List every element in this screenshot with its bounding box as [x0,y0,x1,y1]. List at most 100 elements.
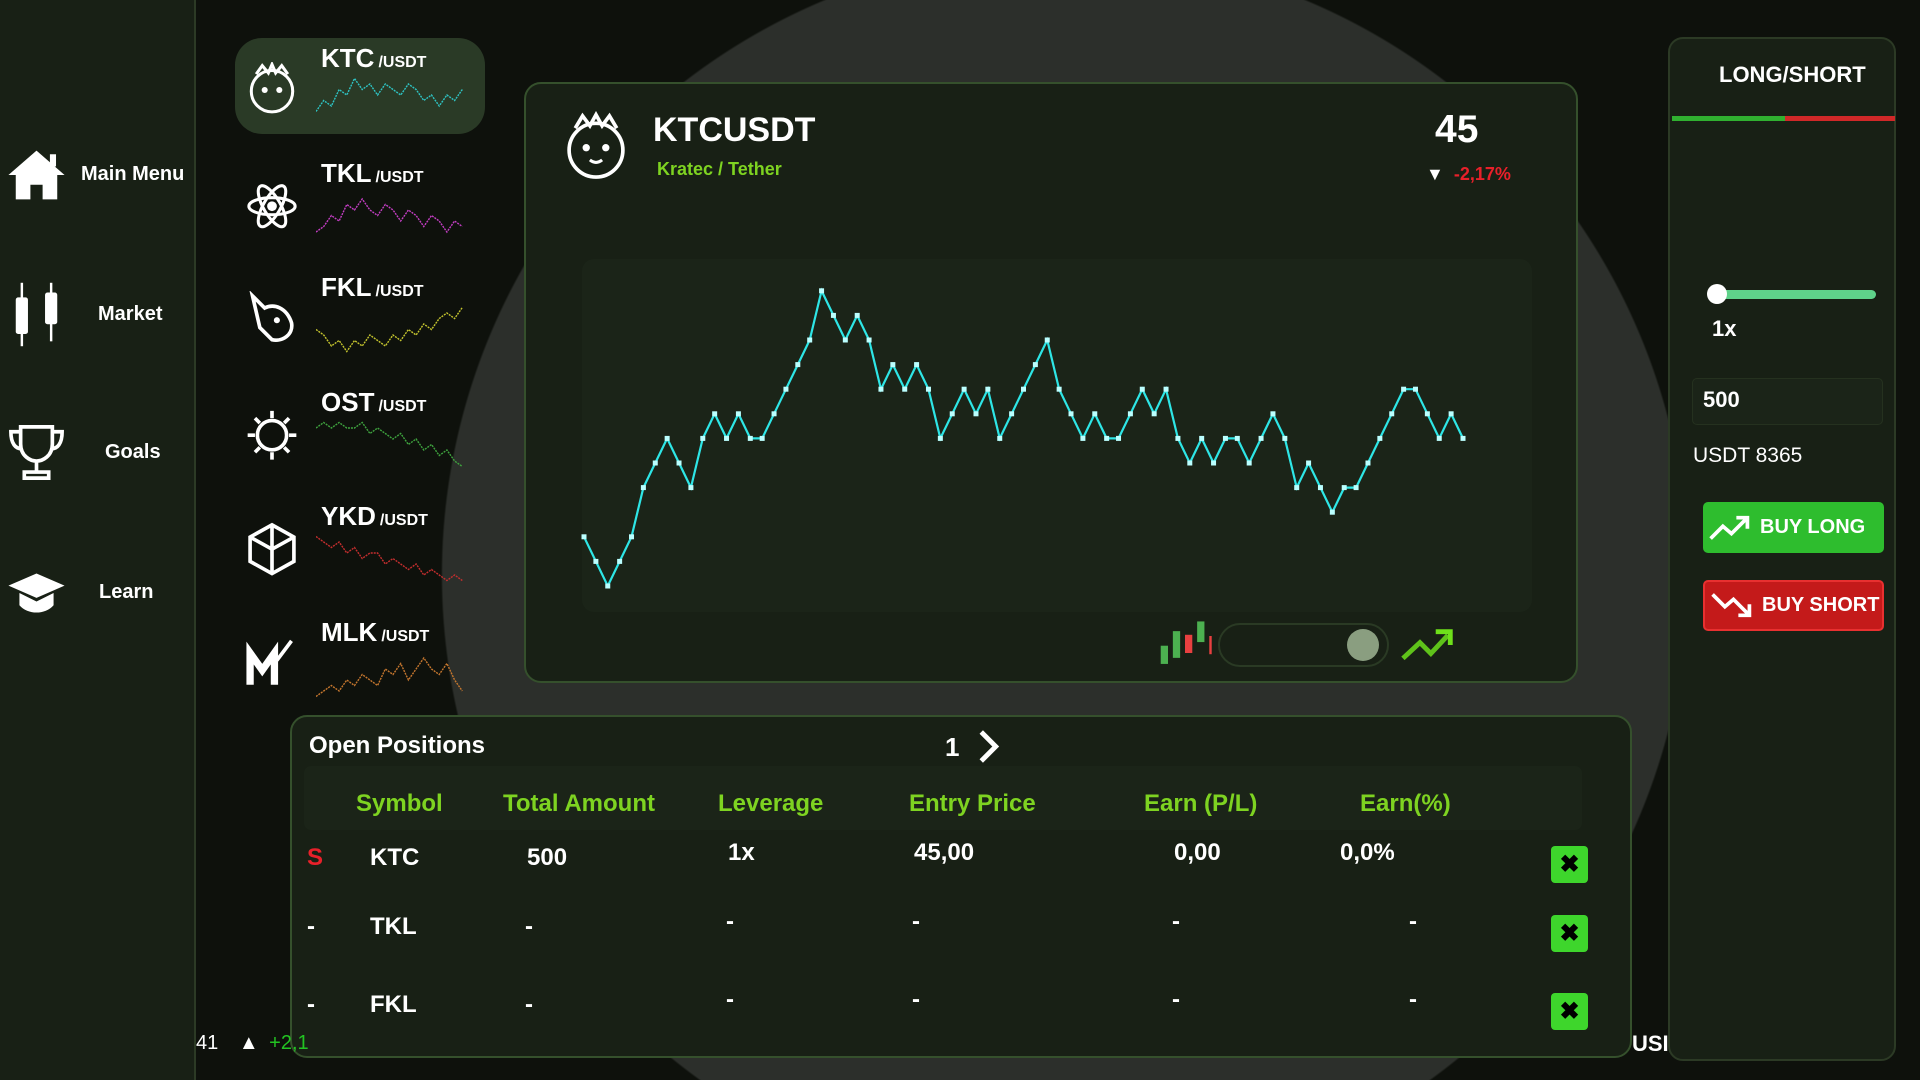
data-point [1401,386,1407,392]
mlk-logo-icon [246,639,293,685]
coin-item-fkl[interactable]: FKL/USDT [235,267,485,363]
data-point [771,411,777,417]
coin-quote: /USDT [378,398,427,415]
data-point [1222,435,1228,441]
price-line [583,287,1464,589]
cell-entry: - [912,908,920,935]
line-mode-icon[interactable] [1399,628,1453,662]
data-point [1068,411,1074,417]
coin-symbol-text: FKL [321,272,372,302]
data-point [1080,435,1086,441]
data-point [676,460,682,466]
data-point [605,583,611,589]
data-point [1175,435,1181,441]
coin-quote: /USDT [379,512,428,529]
cell-pl: - [1172,908,1180,935]
pair-title: KTCUSDT [653,111,816,149]
cell-leverage: - [726,908,734,935]
data-point [1448,411,1454,417]
data-point [640,485,646,491]
cell-amount: - [525,913,533,940]
data-point [961,386,967,392]
close-position-button[interactable]: ✖ [1551,915,1588,952]
column-header: Earn (P/L) [1144,790,1258,817]
data-point [1151,411,1157,417]
order-panel: LONG/SHORT 1x 500 USDT 8365 BUY LONG BUY… [1668,37,1896,1061]
data-point [985,386,991,392]
fkl-logo-icon [249,291,294,342]
leverage-slider[interactable] [1714,290,1876,299]
candlestick-icon [15,282,58,347]
home-icon [8,150,65,199]
data-point [1187,460,1193,466]
coin-symbol-text: KTC [321,43,375,73]
sparkline [316,535,463,582]
price-chart-panel: KTCUSDT Kratec / Tether 45 ▼ -2,17% [524,82,1578,683]
data-point [1127,411,1133,417]
cell-symbol: KTC [370,844,420,871]
coin-item-ykd[interactable]: YKD/USDT [235,496,485,592]
table-header [304,766,1582,830]
chart-area [582,259,1532,612]
sidebar-item-label: Main Menu [81,163,185,185]
sidebar-item-market[interactable]: Market [0,278,196,351]
data-point [1246,460,1252,466]
data-point [1116,435,1122,441]
data-point [1460,435,1466,441]
data-point [819,288,825,294]
close-position-button[interactable]: ✖ [1551,993,1588,1030]
coin-item-tkl[interactable]: TKL/USDT [235,153,485,249]
amount-input[interactable]: 500 [1692,378,1883,425]
data-point [747,435,753,441]
price-change: -2,17% [1453,164,1511,184]
coin-item-mlk[interactable]: MLK/USDT [235,612,485,708]
data-point [937,435,943,441]
data-point [854,312,860,318]
data-point [1032,362,1038,368]
data-point [1139,386,1145,392]
buy-short-button[interactable]: BUY SHORT [1703,580,1884,631]
coin-item-ost[interactable]: OST/USDT [235,382,485,478]
sidebar-item-main-menu[interactable]: Main Menu [0,138,196,211]
column-header: Total Amount [503,790,655,817]
sidebar-item-label: Market [98,303,163,325]
sidebar-item-label: Learn [99,581,154,603]
data-point [1211,460,1217,466]
coin-symbol-text: MLK [321,617,378,647]
data-point [842,337,848,343]
coin-quote: /USDT [375,283,424,300]
data-point [1021,386,1026,392]
ticker-left: 41 ▲ +2,1 [196,1032,309,1055]
sparkline [316,197,463,234]
data-point [581,534,587,540]
sparkline [316,77,463,112]
positions-title: Open Positions [309,732,486,759]
data-point [1270,411,1276,417]
data-point [1424,411,1430,417]
coin-item-ktc[interactable]: KTC/USDT [235,38,485,134]
next-page-chevron-icon[interactable] [974,727,1003,766]
sidebar-item-learn[interactable]: Learn [0,556,196,629]
coin-quote: /USDT [378,54,427,71]
buy-long-button[interactable]: BUY LONG [1703,502,1884,553]
balance: USDT 8365 [1693,444,1803,467]
kratec-logo-icon [567,111,625,179]
candlestick-mode-icon[interactable] [1158,619,1212,670]
data-point [1317,485,1323,491]
price-change-row: ▼ -2,17% [1426,164,1511,185]
line-chart [581,287,1466,589]
data-point [688,485,694,491]
data-point [1009,411,1015,417]
sidebar-item-goals[interactable]: Goals [0,416,196,489]
close-position-button[interactable]: ✖ [1551,846,1588,883]
data-point [1389,411,1395,417]
coin-symbol: FKL/USDT [321,272,424,303]
chart-mode-toggle[interactable] [1218,623,1389,667]
leverage-slider-handle[interactable] [1707,284,1727,304]
data-point [664,435,670,441]
data-point [593,558,599,564]
data-point [1306,460,1312,466]
data-point [795,362,801,368]
coin-quote: /USDT [381,628,430,645]
